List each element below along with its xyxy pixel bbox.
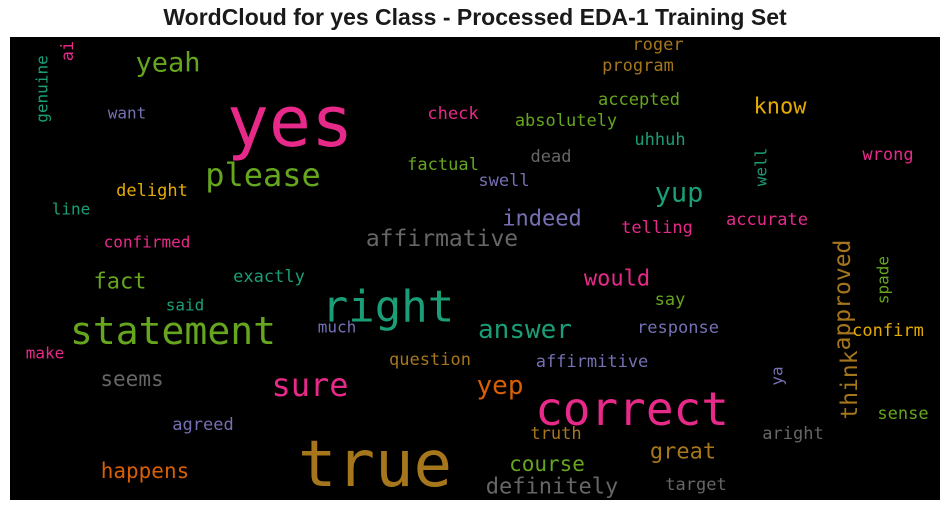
word-delight: delight: [116, 181, 188, 201]
word-please: please: [205, 156, 321, 194]
word-aright: aright: [762, 424, 823, 444]
word-true: true: [298, 428, 452, 500]
word-indeed: indeed: [502, 207, 581, 232]
word-target: target: [665, 475, 726, 495]
chart-title: WordCloud for yes Class - Processed EDA-…: [163, 4, 787, 30]
word-say: say: [655, 290, 686, 310]
word-roger: roger: [632, 37, 683, 55]
word-dead: dead: [531, 147, 572, 167]
word-yep: yep: [477, 371, 524, 401]
word-yup: yup: [655, 178, 704, 209]
word-agreed: agreed: [172, 415, 233, 435]
word-accurate: accurate: [726, 210, 808, 230]
word-genuine: genuine: [33, 55, 52, 122]
word-much: much: [318, 318, 357, 337]
word-check: check: [427, 104, 478, 124]
word-approved: approved: [830, 240, 856, 351]
word-wrong: wrong: [862, 145, 913, 165]
word-yes: yes: [227, 81, 353, 163]
word-said: said: [166, 296, 205, 315]
word-definitely: definitely: [486, 475, 618, 500]
word-accepted: accepted: [598, 90, 680, 110]
word-know: know: [754, 95, 808, 120]
word-course: course: [509, 452, 585, 476]
wordcloud-canvas: yes true right correct statement please sure ye…: [10, 35, 940, 502]
word-factual: factual: [407, 155, 479, 175]
word-telling: telling: [621, 218, 693, 238]
word-statement: statement: [70, 309, 276, 353]
word-ai: ai: [58, 41, 78, 61]
word-fact: fact: [94, 270, 147, 295]
word-uhhuh: uhhuh: [634, 130, 685, 150]
word-happens: happens: [101, 459, 190, 483]
word-affirmitive: affirmitive: [536, 352, 649, 372]
word-response: response: [637, 318, 719, 338]
word-well: well: [752, 148, 771, 187]
word-great: great: [650, 440, 716, 465]
word-confirm: confirm: [852, 321, 924, 341]
word-exactly: exactly: [233, 267, 305, 287]
word-ya: ya: [768, 366, 787, 385]
word-spade: spade: [874, 256, 893, 304]
word-question: question: [389, 350, 471, 370]
word-confirmed: confirmed: [104, 233, 191, 252]
word-answer: answer: [478, 315, 572, 345]
word-seems: seems: [100, 367, 163, 391]
word-sense: sense: [877, 404, 928, 424]
word-affirmative: affirmative: [366, 226, 518, 252]
word-correct: correct: [535, 382, 729, 436]
word-want: want: [108, 104, 147, 123]
word-yeah: yeah: [135, 48, 200, 79]
word-swell: swell: [478, 171, 529, 191]
word-absolutely: absolutely: [515, 111, 617, 131]
word-line: line: [52, 200, 91, 219]
word-truth: truth: [530, 424, 581, 444]
word-would: would: [584, 267, 650, 292]
word-make: make: [26, 344, 65, 363]
word-think: think: [837, 350, 863, 419]
word-sure: sure: [271, 366, 348, 404]
word-program: program: [602, 56, 674, 76]
word-right: right: [322, 282, 454, 333]
wordcloud-svg: yes true right correct statement please sure ye…: [26, 35, 929, 502]
